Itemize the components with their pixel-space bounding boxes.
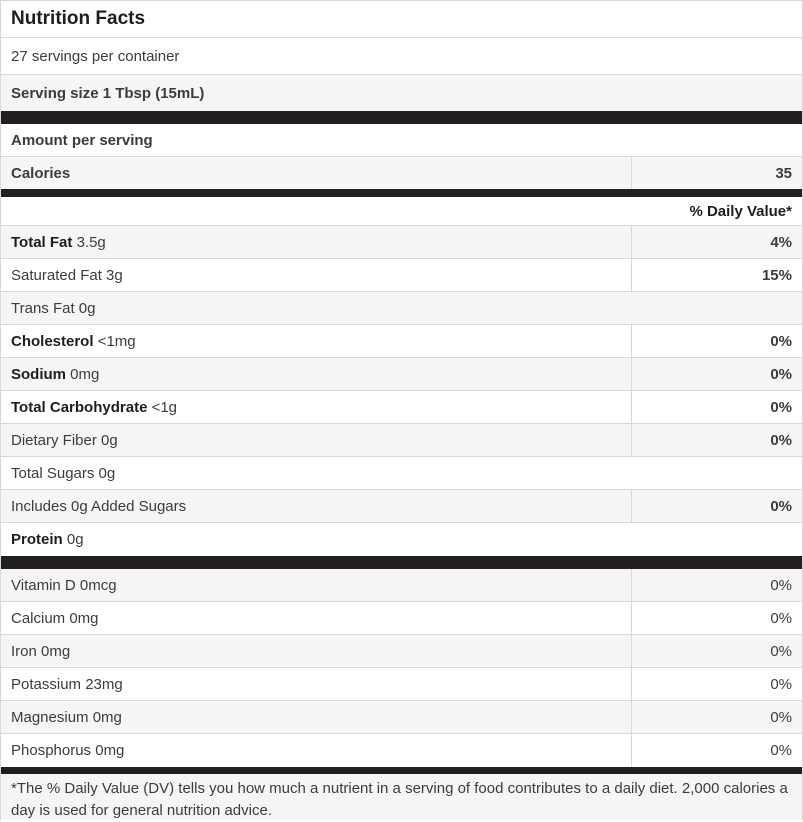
- nutrient-name: Includes 0g Added Sugars: [1, 490, 631, 522]
- daily-value: 4%: [631, 226, 802, 258]
- label-title: Nutrition Facts: [1, 1, 802, 38]
- nutrient-name-bold: Cholesterol: [11, 332, 94, 350]
- nutrient-name-bold: Total Fat: [11, 233, 73, 251]
- micronutrient-name: Vitamin D 0mcg: [11, 576, 117, 594]
- daily-value: 0%: [631, 490, 802, 522]
- nutrient-row: Includes 0g Added Sugars 0%: [1, 490, 802, 523]
- nutrient-row: Total Carbohydrate <1g 0%: [1, 391, 802, 424]
- nutrient-name: Dietary Fiber 0g: [1, 424, 631, 456]
- nutrient-name: Saturated Fat 3g: [1, 259, 631, 291]
- micronutrient-row: Vitamin D 0mcg 0%: [1, 569, 802, 602]
- nutrient-name-bold: Protein: [11, 531, 63, 548]
- section-divider-bar: [1, 767, 802, 774]
- nutrient-amount: 0mg: [66, 365, 100, 383]
- daily-value: 0%: [631, 391, 802, 423]
- nutrient-amount: <1g: [147, 398, 178, 416]
- serving-size-text: Serving size 1 Tbsp (15mL): [11, 84, 205, 102]
- daily-value: 0%: [631, 424, 802, 456]
- nutrient-row: Total Fat 3.5g 4%: [1, 226, 802, 259]
- nutrient-row: Saturated Fat 3g 15%: [1, 259, 802, 292]
- nutrient-name: Trans Fat 0g: [1, 292, 802, 324]
- nutrient-row: Cholesterol <1mg 0%: [1, 325, 802, 358]
- servings-per-container-row: 27 servings per container: [1, 38, 802, 75]
- daily-value: 0%: [631, 602, 802, 634]
- micronutrient-row: Potassium 23mg 0%: [1, 668, 802, 701]
- daily-value: 0%: [631, 635, 802, 667]
- footnote: *The % Daily Value (DV) tells you how mu…: [1, 774, 802, 820]
- nutrient-amount: 3.5g: [72, 233, 106, 251]
- nutrient-row: Dietary Fiber 0g 0%: [1, 424, 802, 457]
- nutrient-name: Cholesterol <1mg: [1, 325, 631, 357]
- nutrient-name: Total Carbohydrate <1g: [1, 391, 631, 423]
- micronutrient-name: Phosphorus 0mg: [11, 742, 125, 759]
- nutrient-amount: Includes 0g Added Sugars: [11, 497, 187, 515]
- nutrient-name: Total Fat 3.5g: [1, 226, 631, 258]
- serving-size-row: Serving size 1 Tbsp (15mL): [1, 75, 802, 111]
- micronutrient-row: Calcium 0mg 0%: [1, 602, 802, 635]
- nutrient-amount: 0g: [62, 531, 84, 548]
- nutrient-name-bold: Total Carbohydrate: [11, 398, 148, 416]
- amount-per-serving-row: Amount per serving: [1, 124, 802, 157]
- nutrient-name: Protein 0g: [1, 523, 802, 556]
- micronutrient-row: Phosphorus 0mg 0%: [1, 734, 802, 767]
- nutrient-row: Protein 0g: [1, 523, 802, 556]
- daily-value: 0%: [631, 569, 802, 601]
- micronutrient-name: Calcium 0mg: [11, 609, 99, 627]
- micronutrient-name: Iron 0mg: [11, 642, 71, 660]
- daily-value-header: % Daily Value*: [1, 197, 802, 226]
- nutrient-row: Total Sugars 0g: [1, 457, 802, 490]
- micronutrient-name: Potassium 23mg: [11, 675, 123, 693]
- daily-value: 0%: [631, 701, 802, 733]
- nutrient-name: Sodium 0mg: [1, 358, 631, 390]
- nutrient-row: Sodium 0mg 0%: [1, 358, 802, 391]
- amount-per-serving-text: Amount per serving: [11, 131, 153, 149]
- servings-per-container-text: 27 servings per container: [11, 47, 180, 65]
- nutrient-amount: Trans Fat 0g: [11, 299, 96, 317]
- nutrient-amount: Total Sugars 0g: [11, 464, 116, 482]
- nutrient-amount: Saturated Fat 3g: [11, 266, 123, 284]
- micronutrient-rows: Vitamin D 0mcg 0% Calcium 0mg 0% Iron 0mg 0% P…: [1, 569, 802, 767]
- daily-value: 0%: [631, 734, 802, 767]
- daily-value: 15%: [631, 259, 802, 291]
- daily-value: 0%: [631, 668, 802, 700]
- calories-value: 35: [631, 157, 802, 189]
- calories-row: Calories 35: [1, 157, 802, 189]
- section-divider-bar: [1, 189, 802, 197]
- nutrient-name: Total Sugars 0g: [1, 457, 802, 489]
- micronutrient-row: Iron 0mg 0%: [1, 635, 802, 668]
- nutrient-rows: Total Fat 3.5g 4% Saturated Fat 3g 15% Trans…: [1, 226, 802, 556]
- calories-label: Calories: [11, 164, 71, 182]
- daily-value: 0%: [631, 325, 802, 357]
- section-divider-bar: [1, 556, 802, 569]
- nutrient-amount: Dietary Fiber 0g: [11, 431, 118, 449]
- micronutrient-name: Magnesium 0mg: [11, 708, 122, 726]
- nutrient-row: Trans Fat 0g: [1, 292, 802, 325]
- nutrient-amount: <1mg: [93, 332, 136, 350]
- daily-value: 0%: [631, 358, 802, 390]
- nutrient-name-bold: Sodium: [11, 365, 66, 383]
- section-divider-bar: [1, 111, 802, 124]
- micronutrient-row: Magnesium 0mg 0%: [1, 701, 802, 734]
